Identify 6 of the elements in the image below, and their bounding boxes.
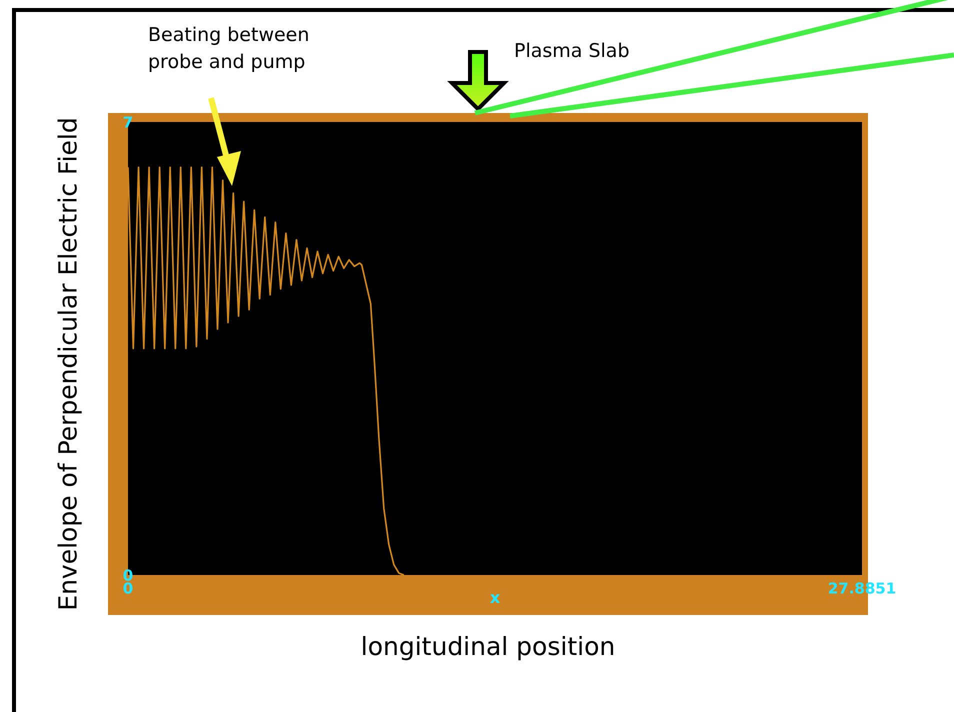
text: Plasma Slab bbox=[514, 40, 630, 62]
text: longitudinal position bbox=[360, 632, 616, 661]
y-tick-label: 7 bbox=[122, 113, 134, 132]
x-axis-title: x bbox=[490, 588, 501, 607]
y-axis-title: Envelope of Perpendicular Electric Field bbox=[54, 117, 82, 611]
text: Beating between probe and pump bbox=[148, 23, 310, 75]
